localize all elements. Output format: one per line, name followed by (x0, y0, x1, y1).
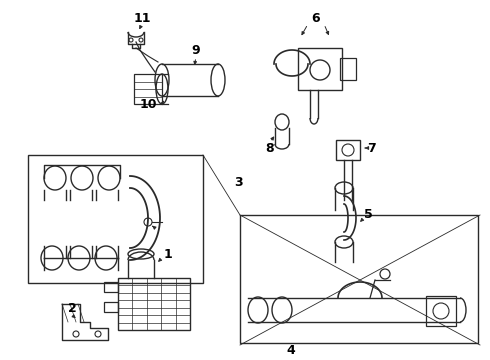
Bar (134, 74, 162, 104)
Bar (340, 58, 356, 80)
Text: 1: 1 (164, 248, 172, 261)
Text: 11: 11 (133, 12, 151, 24)
Bar (104, 302, 118, 312)
Bar (104, 282, 118, 292)
Text: 8: 8 (266, 141, 274, 154)
Text: 10: 10 (139, 98, 157, 111)
Bar (240, 215, 478, 343)
Bar (28, 155, 203, 283)
Bar (298, 48, 342, 90)
Bar (426, 296, 456, 326)
Text: 3: 3 (234, 176, 243, 189)
Text: 6: 6 (312, 12, 320, 24)
Text: 5: 5 (364, 207, 372, 220)
Text: 9: 9 (192, 44, 200, 57)
Bar (118, 278, 190, 330)
Text: 4: 4 (287, 343, 295, 356)
Bar (336, 140, 360, 160)
Text: 7: 7 (368, 141, 376, 154)
Text: 2: 2 (68, 302, 76, 315)
